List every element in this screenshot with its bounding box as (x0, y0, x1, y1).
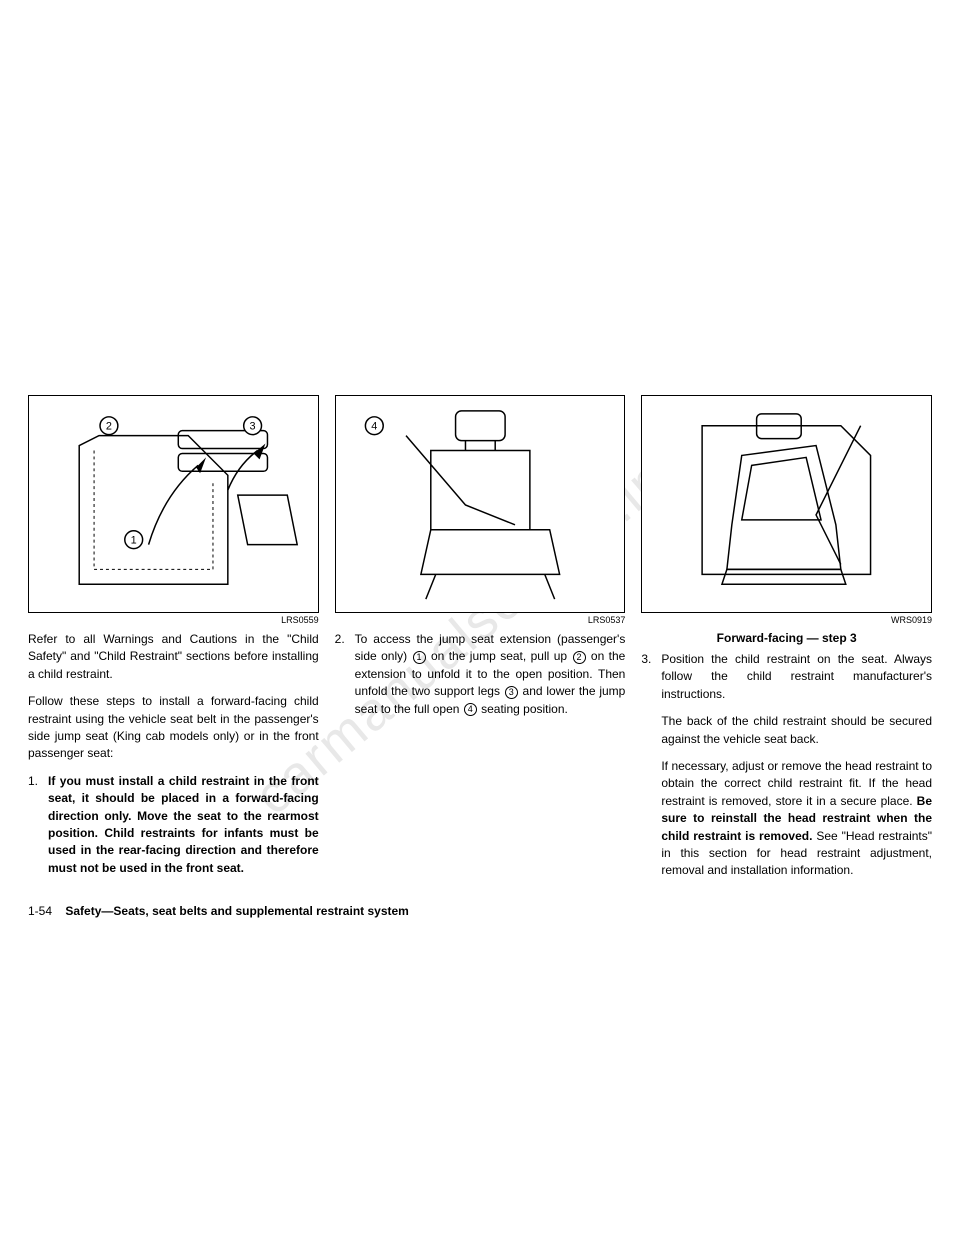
step-3-text: Position the child restraint on the seat… (661, 651, 932, 703)
step-3: 3. Position the child restraint on the s… (641, 651, 932, 703)
svg-text:1: 1 (131, 535, 137, 547)
page-footer: 1-54 Safety—Seats, seat belts and supple… (28, 904, 932, 918)
figure-3-subtitle: Forward-facing — step 3 (641, 631, 932, 645)
jump-seat-illustration: 4 (336, 396, 625, 612)
step-1-number: 1. (28, 773, 48, 877)
seat-fold-illustration: 1 2 3 (29, 396, 318, 612)
step-2-text: To access the jump seat extension (passe… (355, 631, 626, 718)
column-3: WRS0919 Forward-facing — step 3 3. Posit… (641, 395, 932, 890)
figure-1-id: LRS0559 (28, 615, 319, 625)
step-2: 2. To access the jump seat extension (pa… (335, 631, 626, 718)
paragraph-intro-1: Refer to all Warnings and Cautions in th… (28, 631, 319, 683)
step-2-number: 2. (335, 631, 355, 718)
p4-frag-a: If necessary, adjust or remove the head … (661, 759, 932, 808)
svg-text:4: 4 (371, 421, 377, 433)
figure-2-id: LRS0537 (335, 615, 626, 625)
paragraph-back-secure-text: The back of the child restraint should b… (661, 713, 932, 748)
content-columns: 1 2 3 LRS0559 Refer to all Warnings and … (28, 395, 932, 890)
paragraph-intro-2: Follow these steps to install a forward-… (28, 693, 319, 763)
step-1: 1. If you must install a child restraint… (28, 773, 319, 877)
svg-text:3: 3 (250, 421, 256, 433)
figure-2: 4 (335, 395, 626, 613)
section-title: Safety—Seats, seat belts and supplementa… (65, 904, 408, 918)
step-2-frag-e: seating position. (481, 702, 568, 716)
paragraph-head-restraint-text: If necessary, adjust or remove the head … (661, 758, 932, 880)
figure-3-id: WRS0919 (641, 615, 932, 625)
paragraph-head-restraint: If necessary, adjust or remove the head … (641, 758, 932, 880)
paragraph-back-secure: The back of the child restraint should b… (641, 713, 932, 748)
step-1-text: If you must install a child restraint in… (48, 773, 319, 877)
step-3-number: 3. (641, 651, 661, 703)
column-2: 4 LRS0537 2. To access the jump seat ext… (335, 395, 626, 890)
step-2-frag-b: on the jump seat, pull up (431, 649, 567, 663)
figure-1: 1 2 3 (28, 395, 319, 613)
circled-2-icon: 2 (573, 651, 586, 664)
svg-text:2: 2 (106, 421, 112, 433)
figure-3 (641, 395, 932, 613)
child-seat-illustration (642, 396, 931, 612)
page-number: 1-54 (28, 904, 52, 918)
circled-4-icon: 4 (464, 703, 477, 716)
column-1: 1 2 3 LRS0559 Refer to all Warnings and … (28, 395, 319, 890)
circled-1-icon: 1 (413, 651, 426, 664)
circled-3-icon: 3 (505, 686, 518, 699)
